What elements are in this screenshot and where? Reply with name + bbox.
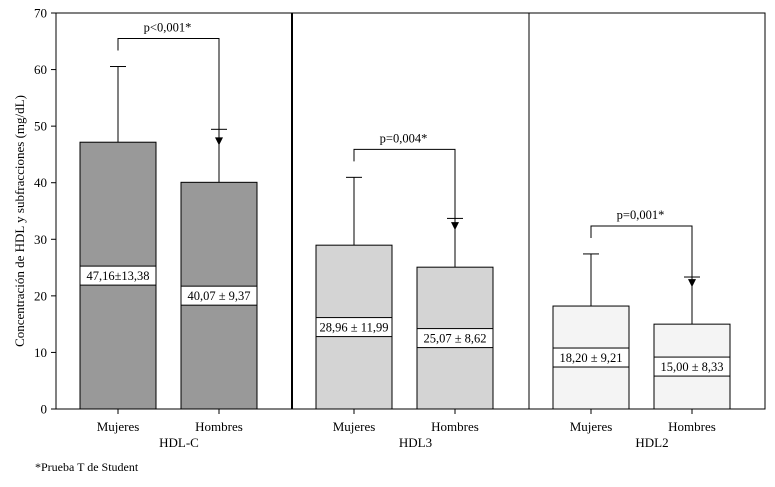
x-tick-label: Mujeres — [97, 419, 140, 434]
data-label: 40,07 ± 9,37 — [187, 289, 250, 303]
significance-bracket — [117, 38, 220, 138]
x-tick-label: Hombres — [668, 419, 716, 434]
data-label-box — [315, 317, 393, 338]
arrow-head-icon — [215, 137, 223, 146]
p-value-label: p=0,001* — [617, 208, 665, 222]
data-label: 25,07 ± 8,62 — [423, 332, 486, 346]
plot-area: 0 10 20 30 40 50 60 70 47,16±13,38 Mujeres 40,07 ±… — [34, 6, 766, 450]
y-tick-label: 70 — [34, 6, 47, 21]
arrow-head-icon — [688, 279, 696, 288]
data-label-box — [416, 328, 494, 349]
y-tick-label: 40 — [34, 175, 47, 190]
data-label: 18,20 ± 9,21 — [559, 351, 622, 365]
group-label: HDL-C — [159, 435, 199, 450]
data-label-box — [79, 265, 157, 286]
y-tick-label: 20 — [34, 288, 47, 303]
x-tick-label: Hombres — [195, 419, 243, 434]
y-tick-label: 10 — [34, 345, 47, 360]
y-tick-label: 0 — [41, 402, 48, 417]
y-tick-label: 60 — [34, 62, 47, 77]
data-label: 15,00 ± 8,33 — [660, 360, 723, 374]
p-value-label: p=0,004* — [380, 131, 428, 145]
x-tick-label: Mujeres — [333, 419, 376, 434]
plot-frame — [55, 12, 766, 410]
y-tick-label: 50 — [34, 119, 47, 134]
group-label: HDL2 — [635, 435, 668, 450]
group-label: HDL3 — [399, 435, 432, 450]
data-label: 28,96 ± 11,99 — [320, 321, 389, 335]
data-label: 47,16±13,38 — [86, 269, 149, 283]
footnote: *Prueba T de Student — [35, 460, 139, 474]
y-axis-title: Concentración de HDL y subfracciones (mg… — [12, 95, 27, 347]
significance-bracket — [353, 148, 456, 223]
arrow-head-icon — [451, 222, 459, 231]
y-tick-label: 30 — [34, 232, 47, 247]
significance-bracket — [590, 225, 693, 280]
data-label-box — [180, 285, 258, 306]
x-tick-label: Hombres — [431, 419, 479, 434]
p-value-label: p<0,001* — [144, 21, 192, 35]
data-label-box — [653, 356, 731, 377]
x-tick-label: Mujeres — [570, 419, 613, 434]
data-label-box — [552, 347, 630, 368]
